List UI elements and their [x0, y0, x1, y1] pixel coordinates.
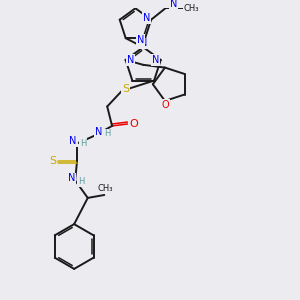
Text: N: N: [70, 136, 77, 146]
Text: N: N: [170, 0, 177, 9]
Text: CH₃: CH₃: [98, 184, 113, 193]
Text: N: N: [68, 173, 75, 183]
Text: N: N: [142, 13, 150, 23]
Text: O: O: [161, 100, 169, 110]
Text: N: N: [136, 35, 144, 45]
Text: S: S: [49, 156, 56, 166]
Text: N: N: [127, 55, 134, 65]
Text: H: H: [104, 129, 110, 138]
Text: N: N: [95, 127, 102, 137]
Text: N: N: [140, 38, 147, 48]
Text: H: H: [78, 177, 84, 186]
Text: S: S: [122, 84, 129, 94]
Text: N: N: [152, 55, 160, 65]
Text: CH₃: CH₃: [183, 4, 199, 13]
Text: H: H: [80, 139, 86, 148]
Text: O: O: [129, 119, 138, 129]
